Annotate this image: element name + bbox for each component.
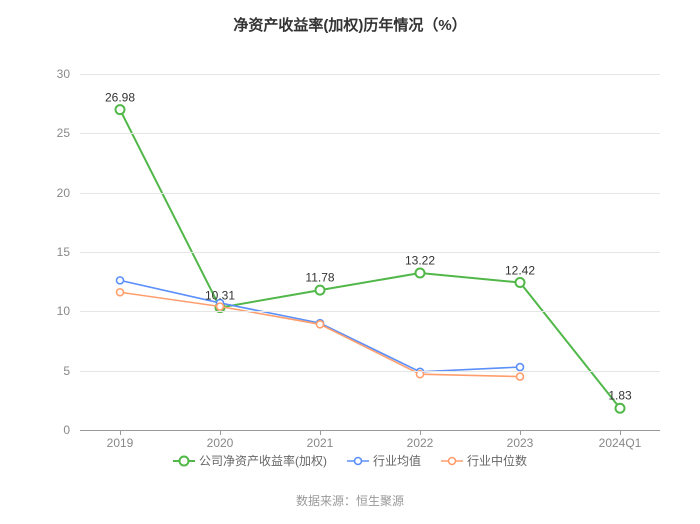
y-tick-label: 5 [30,364,70,378]
series-point-company [516,278,525,287]
point-label: 11.78 [305,271,334,285]
point-label: 1.83 [608,389,631,403]
legend-swatch [173,455,195,467]
series-point-company [616,404,625,413]
series-point-industry_median [317,321,324,328]
legend-swatch [441,455,463,467]
x-tick [220,430,221,435]
series-point-industry_median [217,303,224,310]
plot-area: 051015202530201920202021202220232024Q126… [80,50,660,430]
series-layer [80,50,660,430]
point-label: 10.31 [205,288,235,302]
y-tick-label: 0 [30,423,70,437]
x-tick-label: 2022 [407,436,434,450]
series-point-industry_median [517,373,524,380]
series-point-company [316,286,325,295]
x-tick [620,430,621,435]
x-tick-label: 2023 [507,436,534,450]
gridline [80,193,660,194]
legend-item-company[interactable]: 公司净资产收益率(加权) [173,452,327,469]
series-point-company [416,269,425,278]
x-axis [80,430,660,431]
series-point-industry_median [117,289,124,296]
gridline [80,74,660,75]
gridline [80,133,660,134]
data-source: 数据来源：恒生聚源 [0,492,700,509]
gridline [80,311,660,312]
x-tick [520,430,521,435]
legend: 公司净资产收益率(加权) 行业均值 行业中位数 [0,452,700,470]
x-tick-label: 2024Q1 [599,436,642,450]
gridline [80,371,660,372]
legend-label: 行业中位数 [467,452,527,469]
source-prefix: 数据来源： [296,494,356,508]
point-label: 26.98 [105,90,135,104]
x-tick [320,430,321,435]
legend-swatch [347,455,369,467]
x-tick [420,430,421,435]
x-tick-label: 2019 [107,436,134,450]
x-tick-label: 2020 [207,436,234,450]
y-tick-label: 30 [30,67,70,81]
y-tick-label: 25 [30,126,70,140]
point-label: 13.22 [405,253,435,267]
gridline [80,252,660,253]
y-tick-label: 15 [30,245,70,259]
series-point-industry_median [417,371,424,378]
series-line-company [120,110,620,409]
legend-item-industry_median[interactable]: 行业中位数 [441,452,527,469]
legend-item-industry_avg[interactable]: 行业均值 [347,452,421,469]
series-point-industry_avg [117,277,124,284]
series-point-industry_avg [517,364,524,371]
x-tick [120,430,121,435]
series-point-company [116,105,125,114]
y-tick-label: 10 [30,304,70,318]
legend-label: 行业均值 [373,452,421,469]
y-tick-label: 20 [30,186,70,200]
x-tick-label: 2021 [307,436,334,450]
chart-title: 净资产收益率(加权)历年情况（%） [0,0,700,35]
source-name: 恒生聚源 [356,494,404,508]
point-label: 12.42 [505,263,535,277]
legend-label: 公司净资产收益率(加权) [199,452,327,469]
chart-container: 净资产收益率(加权)历年情况（%） 0510152025302019202020… [0,0,700,524]
series-line-industry_median [120,292,520,376]
